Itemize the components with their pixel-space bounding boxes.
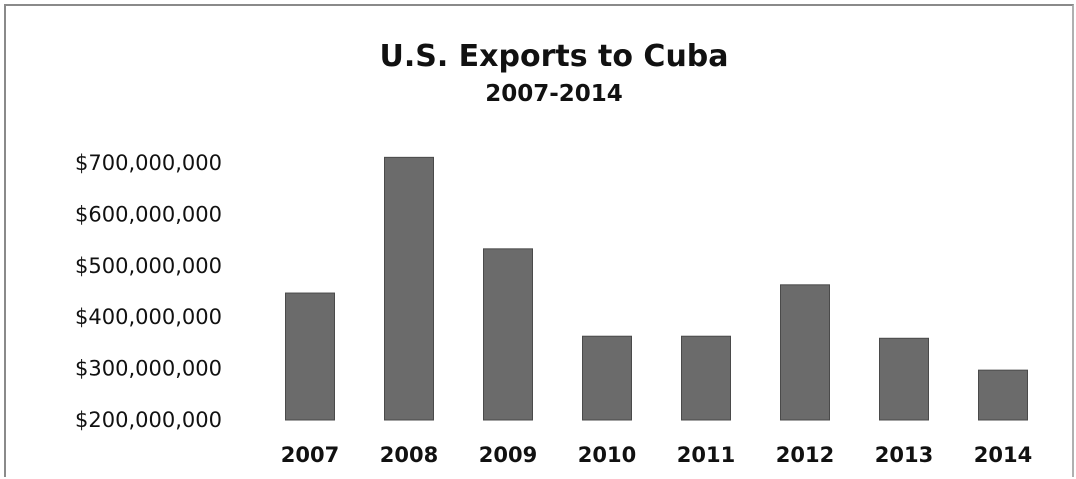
x-tick-label: 2013 [875, 443, 933, 467]
x-tick-label: 2011 [677, 443, 735, 467]
y-tick-label: $500,000,000 [75, 254, 222, 278]
y-axis-ticks: $700,000,000 $600,000,000 $500,000,000 $400… [75, 151, 222, 432]
bar-2009 [483, 248, 533, 421]
x-tick-label: 2007 [281, 443, 339, 467]
bar-2014 [978, 369, 1028, 421]
x-tick-label: 2014 [974, 443, 1032, 467]
x-tick-label: 2008 [380, 443, 438, 467]
chart-subtitle: 2007-2014 [485, 81, 623, 107]
x-axis-ticks: 2007 2008 2009 2010 2011 2012 2013 2014 [281, 443, 1032, 467]
bars [285, 156, 1028, 421]
bar-2007 [285, 292, 335, 421]
x-tick-label: 2009 [479, 443, 537, 467]
y-tick-label: $300,000,000 [75, 357, 222, 381]
y-tick-label: $700,000,000 [75, 151, 222, 175]
y-tick-label: $400,000,000 [75, 305, 222, 329]
bar-2010 [582, 335, 632, 421]
chart-title: U.S. Exports to Cuba [379, 39, 728, 74]
y-tick-label: $600,000,000 [75, 202, 222, 226]
bar-2013 [879, 337, 929, 421]
bar-2011 [681, 335, 731, 421]
bar-2008 [384, 156, 434, 421]
y-tick-label: $200,000,000 [75, 408, 222, 432]
x-tick-label: 2010 [578, 443, 636, 467]
x-tick-label: 2012 [776, 443, 834, 467]
bar-2012 [780, 284, 830, 421]
